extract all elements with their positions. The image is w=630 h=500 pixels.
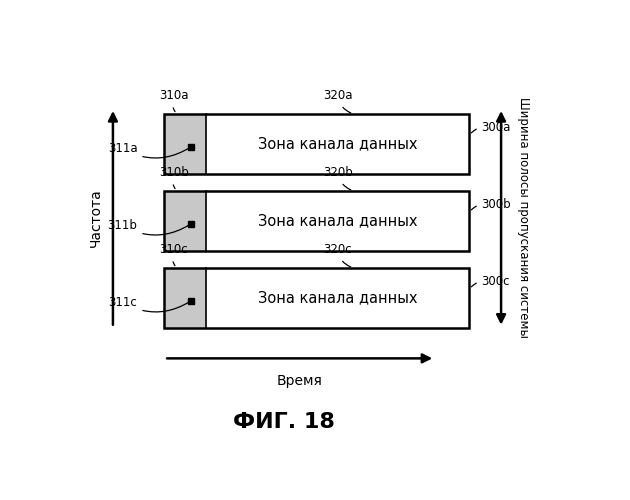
Text: 300b: 300b: [471, 198, 511, 210]
Text: Ширина полосы пропускания системы: Ширина полосы пропускания системы: [517, 98, 530, 338]
Text: Частота: Частота: [89, 188, 103, 247]
Text: 311a: 311a: [108, 142, 189, 158]
Text: 320b: 320b: [323, 166, 353, 190]
Text: 320a: 320a: [323, 90, 352, 113]
Text: ФИГ. 18: ФИГ. 18: [233, 412, 335, 432]
Bar: [164, 114, 205, 174]
Text: 300c: 300c: [471, 274, 510, 287]
Text: 311c: 311c: [108, 296, 189, 312]
Bar: [164, 191, 205, 250]
Text: 310c: 310c: [159, 244, 188, 266]
Bar: [164, 114, 469, 174]
Bar: [164, 191, 469, 250]
Text: 310a: 310a: [159, 90, 189, 112]
Text: Время: Время: [277, 374, 323, 388]
Text: Зона канала данных: Зона канала данных: [258, 290, 417, 305]
Text: 310b: 310b: [159, 166, 189, 188]
Bar: [205, 268, 469, 328]
Bar: [164, 268, 469, 328]
Text: 311b: 311b: [108, 219, 189, 235]
Bar: [205, 191, 469, 250]
Text: Зона канала данных: Зона канала данных: [258, 136, 417, 151]
Text: 320c: 320c: [323, 244, 352, 267]
Bar: [164, 268, 205, 328]
Text: Зона канала данных: Зона канала данных: [258, 213, 417, 228]
Bar: [205, 114, 469, 174]
Text: 300a: 300a: [471, 120, 511, 134]
